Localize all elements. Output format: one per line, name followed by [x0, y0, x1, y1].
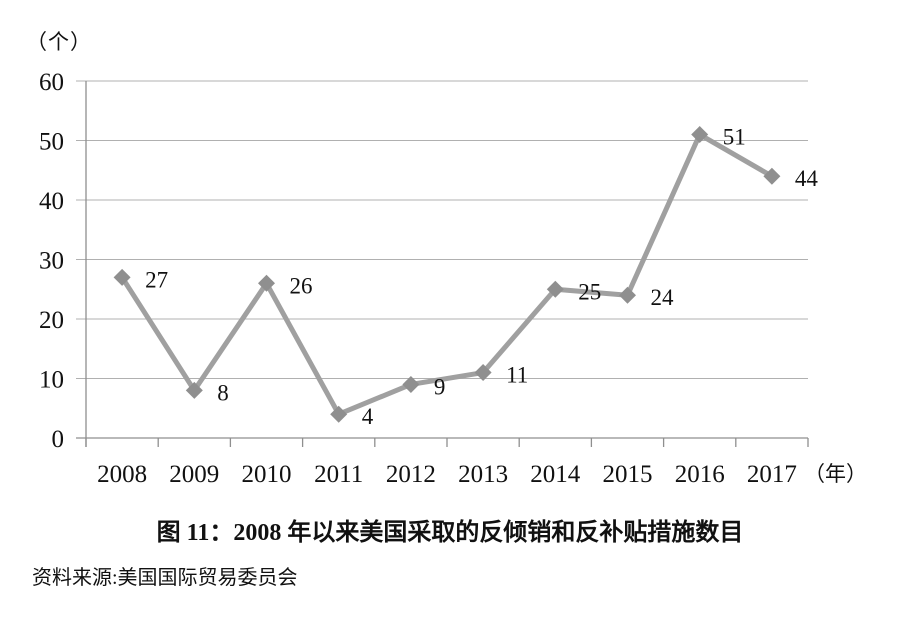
x-tick-label: 2010 [242, 461, 292, 488]
data-label: 8 [217, 380, 229, 405]
data-point-marker [619, 286, 636, 304]
x-tick-label: 2011 [314, 461, 363, 488]
x-tick-label: 2012 [386, 461, 436, 488]
data-label: 25 [578, 279, 601, 304]
data-label: 4 [362, 404, 374, 429]
data-label: 9 [434, 374, 446, 399]
y-tick-label: 30 [39, 248, 64, 275]
x-tick-label: 2009 [169, 461, 219, 488]
data-point-marker [258, 274, 275, 292]
data-point-marker [402, 375, 420, 393]
data-point-marker [546, 280, 564, 298]
y-tick-label: 60 [39, 69, 64, 96]
x-tick-label: 2016 [675, 461, 725, 488]
data-label: 24 [651, 285, 675, 310]
y-tick-label: 10 [39, 367, 64, 394]
data-point-marker [113, 268, 131, 286]
x-tick-label: 2014 [530, 461, 581, 488]
antidumping-measures-line-chart: 0 10 20 30 40 50 60 2008 2009 2010 2011 2012 2013 201… [39, 69, 867, 488]
x-tick-label: 2013 [458, 461, 508, 488]
data-point-marker [474, 364, 492, 382]
data-label: 27 [145, 267, 168, 292]
y-tick-label: 0 [52, 426, 65, 453]
data-point-marker [330, 405, 348, 423]
figure-caption: 图 11：2008 年以来美国采取的反倾销和反补贴措施数目 [156, 520, 744, 546]
data-label: 26 [290, 273, 313, 298]
series-line [119, 132, 775, 417]
y-tick-label: 40 [39, 188, 64, 215]
source-note: 资料来源:美国国际贸易委员会 [32, 567, 298, 589]
data-point-marker [691, 126, 709, 144]
y-axis-unit-label: （个） [26, 30, 92, 54]
data-label: 44 [795, 166, 819, 191]
data-label: 11 [506, 363, 528, 388]
data-point-marker [185, 381, 203, 399]
x-tick-label: 2017 [747, 461, 797, 488]
x-axis-unit-label: （年） [804, 462, 867, 486]
data-point-marker [763, 167, 781, 185]
y-tick-label: 20 [39, 307, 64, 334]
data-label: 51 [723, 125, 746, 150]
x-tick-label: 2008 [97, 461, 147, 488]
y-tick-label: 50 [39, 129, 64, 156]
x-tick-label: 2015 [603, 461, 653, 488]
